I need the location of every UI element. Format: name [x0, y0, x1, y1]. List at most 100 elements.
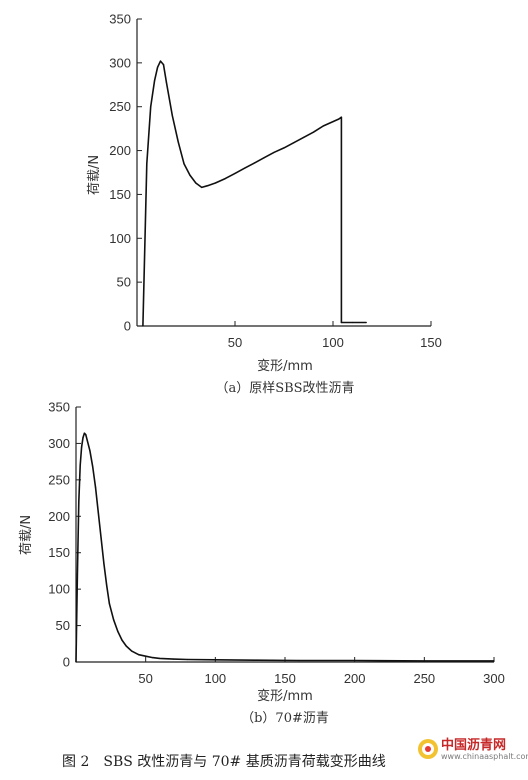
chart-a-ytick-label: 250: [109, 99, 131, 114]
chart-b-data-point: [186, 658, 189, 661]
chart-b-xtick-label: 100: [204, 671, 226, 686]
chart-b-ytick-label: 150: [48, 545, 70, 560]
chart-b-xtick-label: 300: [483, 671, 505, 686]
chart-b-ytick-label: 100: [48, 582, 70, 597]
chart-b-ytick-label: 250: [48, 472, 70, 487]
chart-a-data-point: [157, 66, 159, 68]
chart-a-data-point: [159, 60, 162, 62]
chart-b-data-point: [103, 563, 105, 565]
chart-a-data-point: [142, 325, 144, 327]
chart-a-data-point: [340, 116, 342, 118]
chart-b-data-point: [108, 603, 110, 605]
chart-a-data-point: [146, 163, 148, 165]
chart-b-data-point: [92, 466, 94, 468]
chart-b-ytick-label: 50: [56, 618, 70, 633]
chart-b-series-line: [75, 432, 494, 663]
chart-a-data-point: [165, 81, 167, 83]
chart-a-data-point: [189, 174, 191, 176]
watermark-url: www.chinaasphalt.com: [441, 752, 528, 761]
chart-b-xtick-label: 250: [413, 671, 435, 686]
watermark: 中国沥青网 www.chinaasphalt.com: [418, 737, 528, 761]
chart-a-ytick-label: 200: [109, 143, 131, 158]
chart-b-data-point: [121, 639, 123, 641]
chart-b-data-point: [79, 464, 81, 466]
chart-b-data-point: [423, 660, 425, 662]
chart-a: 0 50 100 150 200 250 300 350 50 100 150 变形/mm 荷载/N…: [87, 12, 442, 397]
chart-b-data-point: [159, 657, 161, 660]
chart-b-data-point: [89, 450, 91, 452]
chart-b-data-point: [100, 537, 102, 539]
chart-a-ytick-label: 150: [109, 187, 131, 202]
chart-b-data-point: [152, 657, 154, 659]
chart-a-data-point: [254, 162, 256, 164]
watermark-text: 中国沥青网: [441, 737, 506, 753]
chart-b-xtick-label: 200: [344, 671, 366, 686]
chart-a-data-point: [293, 142, 295, 144]
chart-a-data-point: [201, 186, 203, 188]
chart-a-ytick-label: 100: [109, 231, 131, 246]
figure-caption: 图 2 SBS 改性沥青与 70# 基质沥青荷载变形曲线: [62, 753, 386, 770]
chart-a-data-point: [150, 106, 152, 108]
chart-b-xtick-label: 50: [138, 671, 152, 686]
chart-b-data-point: [214, 659, 216, 661]
chart-b-data-point: [76, 574, 78, 576]
chart-b-data-point: [97, 511, 99, 514]
chart-a-data-point: [234, 172, 236, 174]
chart-b-data-point: [83, 432, 85, 434]
chart-a-data-point: [154, 79, 156, 81]
chart-b-data-point: [125, 645, 127, 647]
chart-a-data-point: [303, 136, 305, 138]
chart-a-xtick-label: 50: [228, 335, 242, 350]
chart-b-data-point: [493, 660, 495, 662]
chart-b-data-point: [354, 659, 356, 662]
chart-a-xlabel: 变形/mm: [257, 358, 313, 374]
chart-b-series: [75, 432, 495, 663]
chart-b-data-point: [81, 446, 83, 448]
chart-a-ytick-label: 0: [124, 319, 131, 334]
chart-a-data-point: [332, 121, 334, 123]
chart-a-data-point: [183, 163, 185, 165]
chart-b-data-point: [138, 654, 140, 656]
chart-b-caption: （b）70#沥青: [241, 711, 329, 726]
chart-a-caption: （a）原样SBS改性沥青: [215, 381, 354, 396]
chart-b-data-point: [113, 619, 115, 621]
chart-b-data-point: [131, 650, 133, 652]
chart-a-axes: [136, 19, 431, 327]
chart-b-xtick-label: 150: [274, 671, 296, 686]
chart-b-data-point: [82, 437, 84, 439]
chart-a-xtick-label: 100: [322, 335, 344, 350]
chart-b-ylabel: 荷载/N: [19, 515, 34, 555]
chart-a-data-point: [177, 141, 179, 143]
chart-a-data-point: [171, 114, 173, 117]
chart-a-ytick-label: 350: [109, 12, 131, 27]
chart-a-data-point: [195, 182, 197, 184]
chart-b-ytick-label: 350: [48, 400, 70, 415]
chart-a-data-point: [244, 167, 246, 169]
chart-a-data-point: [224, 178, 226, 180]
chart-b-data-point: [94, 486, 97, 488]
chart-a-data-point: [340, 321, 342, 324]
chart-b-data-point: [172, 658, 175, 660]
chart-b-axes: [75, 407, 494, 663]
chart-a-data-point: [312, 131, 314, 133]
chart-a-series: [142, 60, 367, 327]
chart-a-data-point: [162, 64, 165, 66]
chart-b-data-point: [145, 655, 147, 657]
chart-a-ytick-label: 300: [109, 55, 131, 70]
chart-a-data-point: [263, 157, 265, 159]
chart-b-data-point: [117, 630, 119, 633]
chart-b-data-point: [106, 584, 108, 587]
chart-b-data-point: [298, 659, 300, 662]
watermark-logo-icon: [418, 739, 438, 759]
chart-a-data-point: [283, 147, 285, 149]
chart-b-data-point: [78, 501, 80, 503]
chart-a-data-point: [352, 321, 354, 324]
chart-b-data-point: [256, 659, 258, 661]
chart-a-data-point: [214, 182, 216, 184]
chart-b-data-point: [86, 439, 88, 441]
chart-a-data-point: [338, 118, 340, 120]
chart-a-data-point: [322, 125, 324, 127]
chart-b-data-point: [75, 661, 77, 663]
chart-a-data-point: [365, 321, 367, 324]
